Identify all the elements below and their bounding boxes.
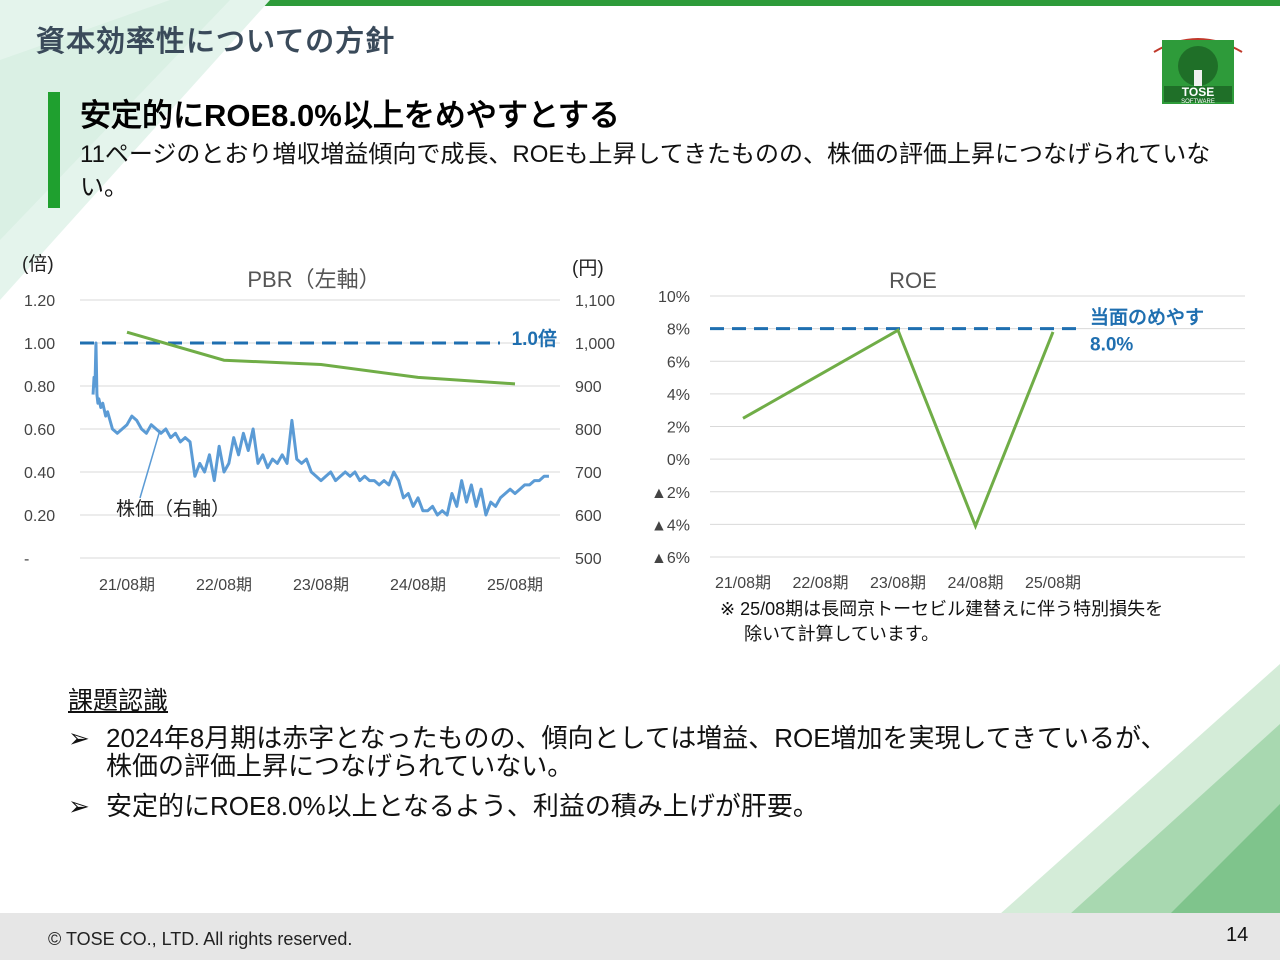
pbr-right-tick-label: 800 (575, 422, 602, 439)
bullet-arrow-icon: ➢ (68, 791, 90, 821)
roe-footnote: ※ 25/08期は長岡京トーセビル建替えに伴う特別損失を 除いて計算しています。 (720, 597, 1163, 647)
copyright: © TOSE CO., LTD. All rights reserved. (48, 929, 353, 949)
roe-tick-label: ▲4% (651, 517, 690, 534)
pbr-left-tick-label: 0.60 (24, 422, 55, 439)
issue-text-1: 2024年8月期は赤字となったものの、傾向としては増益、ROE増加を実現してきて… (106, 723, 1167, 781)
stock-price-line (91, 341, 549, 517)
roe-footnote-line1: ※ 25/08期は長岡京トーセビル建替えに伴う特別損失を (720, 599, 1164, 619)
pbr-category-label: 25/08期 (487, 576, 543, 594)
roe-category-label: 22/08期 (792, 574, 848, 592)
roe-footnote-line2: 除いて計算しています。 (744, 624, 940, 644)
pbr-left-tick-label: - (24, 551, 29, 568)
roe-tick-label: 10% (658, 289, 690, 306)
decoration-bottom-right (1000, 664, 1280, 914)
pbr-right-tick-label: 500 (575, 551, 602, 568)
issues-heading: 課題認識 (68, 687, 169, 715)
pbr-right-axis-unit: (円) (572, 258, 604, 279)
roe-tick-label: 4% (667, 387, 690, 404)
roe-tick-label: 0% (667, 452, 690, 469)
company-logo: TOSE SOFTWARE (1153, 38, 1243, 105)
roe-tick-label: 2% (667, 420, 690, 437)
headline-accent-bar (48, 92, 60, 208)
roe-category-label: 23/08期 (870, 574, 926, 592)
headline: 安定的にROE8.0%以上をめやすとする (80, 98, 620, 133)
logo-text: TOSE (1182, 85, 1214, 99)
top-accent-bar (0, 0, 1280, 6)
pbr-left-tick-label: 0.20 (24, 508, 55, 525)
logo-tree-icon (1178, 46, 1218, 86)
roe-tick-label: ▲6% (651, 550, 690, 567)
issue-bullet-2: ➢ 安定的にROE8.0%以上となるよう、利益の積み上げが肝要。 (68, 792, 1186, 820)
pbr-left-tick-label: 1.00 (24, 336, 55, 353)
pbr-right-tick-label: 900 (575, 379, 602, 396)
page-title: 資本効率性についての方針 (36, 26, 396, 58)
pbr-line (126, 330, 516, 386)
pbr-left-tick-label: 1.20 (24, 293, 55, 310)
roe-tick-label: 8% (667, 322, 690, 339)
roe-reference-label: 当面のめやす (1090, 306, 1204, 329)
issue-bullet-1: ➢ 2024年8月期は赤字となったものの、傾向としては増益、ROE増加を実現して… (68, 724, 1186, 780)
pbr-category-label: 21/08期 (99, 576, 155, 594)
pbr-category-label: 23/08期 (293, 576, 349, 594)
roe-chart: ROE ▲6% ▲4% ▲2% 0% 2% 4% 6% 8% 10% 21/08期 22/08期 2… (651, 268, 1245, 592)
roe-category-label: 21/08期 (715, 574, 771, 592)
headline-description: 11ページのとおり増収増益傾向で成長、ROEも上昇してきたものの、株価の評価上昇… (80, 141, 1211, 201)
bullet-arrow-icon: ➢ (68, 723, 90, 753)
roe-chart-title: ROE (889, 268, 937, 293)
roe-tick-label: ▲2% (651, 485, 690, 502)
pbr-reference-label: 1.0倍 (512, 327, 557, 350)
pbr-right-tick-label: 700 (575, 465, 602, 482)
footer-bar (0, 913, 1280, 960)
stock-price-label: 株価（右軸） (116, 498, 230, 520)
pbr-chart: (倍) (円) PBR（左軸） - 0.20 0.40 0.60 0.80 1.00 1.2… (22, 253, 615, 594)
pbr-left-tick-label: 0.80 (24, 379, 55, 396)
pbr-category-label: 22/08期 (196, 576, 252, 594)
pbr-right-tick-label: 1,100 (575, 293, 615, 310)
pbr-category-label: 24/08期 (390, 576, 446, 594)
roe-reference-value: 8.0% (1090, 335, 1133, 356)
roe-tick-label: 6% (667, 354, 690, 371)
roe-category-label: 24/08期 (947, 574, 1003, 592)
pbr-left-axis-unit: (倍) (22, 253, 54, 275)
issue-text-2: 安定的にROE8.0%以上となるよう、利益の積み上げが肝要。 (106, 791, 819, 821)
roe-category-label: 25/08期 (1025, 574, 1081, 592)
roe-line (742, 328, 1055, 531)
pbr-right-tick-label: 1,000 (575, 336, 615, 353)
page-number: 14 (1226, 924, 1249, 946)
stock-price-leader-line (139, 429, 161, 499)
logo-subtext: SOFTWARE (1181, 99, 1215, 105)
pbr-right-tick-label: 600 (575, 508, 602, 525)
pbr-chart-title: PBR（左軸） (247, 267, 380, 292)
pbr-left-tick-label: 0.40 (24, 465, 55, 482)
